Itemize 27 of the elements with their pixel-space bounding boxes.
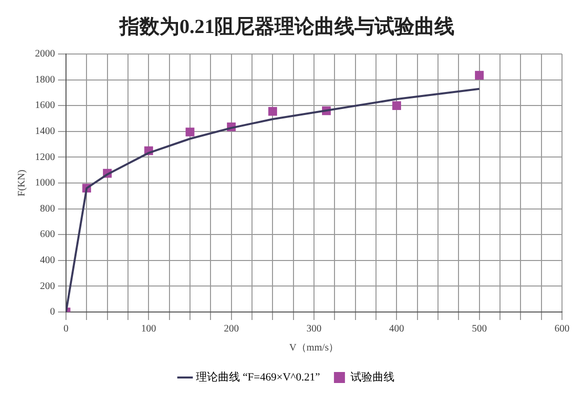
point [268, 107, 278, 116]
x-tick-label: 200 [224, 324, 239, 335]
x-tick-label: 400 [389, 324, 404, 335]
y-tick-label: 2000 [35, 48, 55, 60]
chart-title: 指数为0.21阻尼器理论曲线与试验曲线 [118, 16, 454, 38]
point [474, 70, 484, 80]
legend-label: 理论曲线 “F=469×V^0.21” [196, 370, 320, 384]
y-tick-label: 400 [40, 255, 55, 266]
y-tick-label: 0 [50, 306, 55, 318]
x-tick-label: 500 [472, 324, 487, 335]
y-tick-label: 600 [40, 229, 55, 240]
x-tick-label: 600 [554, 324, 570, 335]
y-tick-label: 1200 [35, 152, 55, 163]
y-tick-label: 800 [40, 203, 55, 214]
point [186, 128, 194, 136]
x-tick-label: 0 [64, 324, 68, 335]
y-tick-label: 1800 [35, 74, 55, 86]
y-tick-label: 1600 [35, 100, 55, 112]
y-tick-label: 200 [40, 280, 55, 292]
x-axis-title: V（mm/s） [289, 342, 339, 354]
legend-label: 试验曲线 [350, 370, 394, 384]
x-tick-label: 300 [306, 324, 322, 335]
point [392, 101, 402, 110]
y-axis-title: F(KN) [16, 170, 28, 196]
x-tick-label: 100 [141, 324, 156, 335]
y-tick-label: 1000 [35, 178, 55, 189]
y-tick-label: 1400 [35, 126, 55, 138]
